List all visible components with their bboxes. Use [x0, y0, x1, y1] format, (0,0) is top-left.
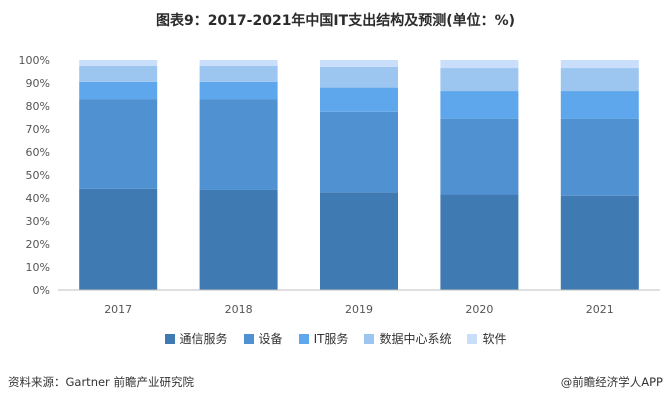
bar-segment	[199, 99, 278, 190]
x-tick-label: 2020	[465, 303, 493, 316]
legend-label: 软件	[482, 332, 507, 346]
bar-segment	[320, 87, 398, 112]
bar-segment	[440, 194, 519, 290]
bar-segment	[320, 192, 398, 290]
legend-label: 设备	[258, 332, 283, 346]
y-tick-label: 20%	[26, 238, 50, 251]
chart-title: 图表9：2017-2021年中国IT支出结构及预测(单位：%)	[155, 13, 516, 29]
legend-label: 通信服务	[179, 332, 228, 346]
legend-swatch	[467, 333, 478, 344]
y-tick-label: 70%	[26, 123, 50, 136]
y-tick-label: 40%	[26, 192, 50, 205]
source-note: 资料来源：Gartner 前瞻产业研究院	[8, 375, 194, 389]
y-tick-label: 10%	[26, 261, 50, 274]
x-tick-label: 2017	[104, 303, 132, 316]
y-tick-label: 80%	[26, 100, 50, 113]
bar-segment	[199, 189, 278, 290]
bar-segment	[440, 60, 519, 69]
bar-segment	[560, 60, 639, 69]
y-tick-label: 50%	[26, 169, 50, 182]
legend-swatch	[164, 333, 175, 344]
legend-swatch	[298, 333, 309, 344]
legend-item: 软件	[467, 330, 506, 347]
legend-item: 设备	[243, 330, 283, 347]
bar-segment	[199, 81, 278, 100]
stacked-bar-chart: 0% 10% 20% 30% 40% 50% 60% 70% 80% 90% 100% 2017 201…	[19, 54, 660, 316]
bar-segment	[440, 118, 519, 195]
bar-segment	[79, 60, 158, 66]
legend-item: 数据中心系统	[364, 330, 451, 347]
bar-segment	[440, 91, 519, 119]
y-tick-label: 30%	[26, 215, 50, 228]
y-tick-label: 90%	[26, 77, 50, 90]
brand-label: @前瞻经济学人APP	[560, 375, 663, 389]
legend-label: 数据中心系统	[379, 332, 452, 346]
bar-segment	[79, 188, 158, 290]
bar-segment	[320, 60, 398, 67]
legend: 通信服务 设备 IT服务 数据中心系统 软件	[0, 330, 671, 347]
bar-segment	[560, 91, 639, 119]
bar-segment	[320, 66, 398, 88]
legend-label: IT服务	[313, 332, 349, 346]
y-tick-label: 0%	[33, 284, 50, 297]
bar-segment	[79, 81, 158, 100]
x-tick-label: 2018	[225, 303, 253, 316]
y-tick-label: 60%	[26, 146, 50, 159]
legend-item: 通信服务	[164, 330, 228, 347]
x-tick-label: 2019	[345, 303, 373, 316]
footer: 资料来源：Gartner 前瞻产业研究院 @前瞻经济学人APP	[0, 374, 671, 400]
bar-segment	[79, 65, 158, 82]
y-tick-label: 100%	[19, 54, 50, 67]
bar-segment	[320, 111, 398, 193]
legend-item: IT服务	[298, 330, 349, 347]
legend-swatch	[243, 333, 254, 344]
legend-swatch	[364, 333, 375, 344]
bar-segment	[199, 65, 278, 82]
bar-segment	[560, 118, 639, 196]
bar-segment	[560, 195, 639, 290]
bar-segment	[440, 68, 519, 92]
bar-segment	[199, 60, 278, 66]
x-tick-label: 2021	[586, 303, 614, 316]
bar-segment	[79, 99, 158, 189]
bar-segment	[560, 68, 639, 92]
